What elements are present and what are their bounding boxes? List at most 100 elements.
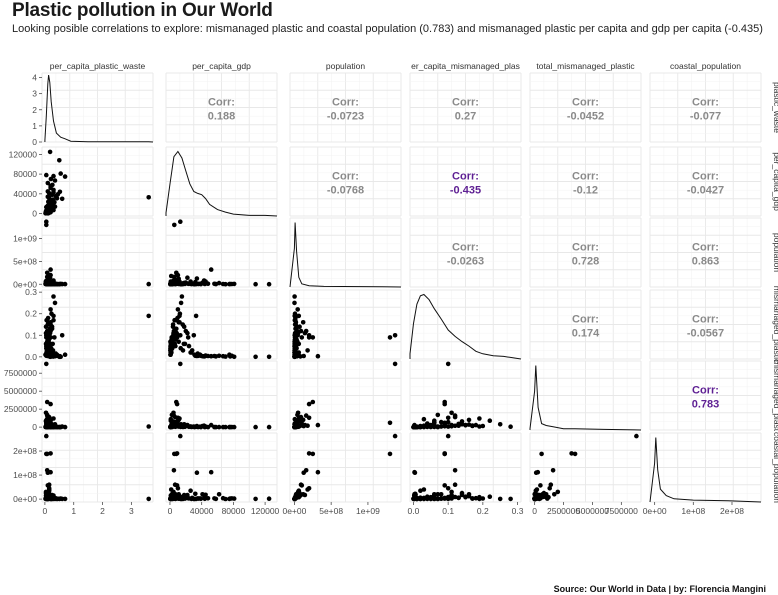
corr-value: 0.27 xyxy=(455,111,476,123)
scatter-point xyxy=(174,399,179,405)
scatter-point xyxy=(227,281,232,287)
scatter-point xyxy=(193,491,198,497)
corr-label: Corr: xyxy=(572,242,599,254)
scatter-point xyxy=(418,488,423,494)
scatter-point xyxy=(47,149,53,155)
scatter-point xyxy=(545,496,550,501)
scatter-point xyxy=(435,424,441,429)
panel-coastal-plastic_waste xyxy=(41,432,154,503)
scatter-point xyxy=(49,350,55,355)
scatter-point xyxy=(44,219,49,224)
corr-label: Corr: xyxy=(572,97,599,109)
scatter-point xyxy=(297,324,302,330)
scatter-point xyxy=(292,311,298,317)
y-tick-label-mismanaged_pc: 0.2 xyxy=(25,309,37,319)
panel-plastic_waste-mismanaged_total: Corr: -0.0452 xyxy=(529,72,642,143)
scatter-point xyxy=(392,433,398,439)
scatter-point xyxy=(44,423,49,428)
scatter-point xyxy=(177,496,183,501)
x-tick-label-mismanaged_pc: 0.2 xyxy=(477,506,489,516)
scatter-point xyxy=(438,419,444,425)
scatter-point xyxy=(213,281,219,287)
top-strip-population xyxy=(290,60,401,72)
x-tick-label-plastic_waste: 3 xyxy=(129,506,134,516)
scatter-point xyxy=(253,424,258,430)
corr-value: 0.188 xyxy=(208,111,236,123)
panel-gdp-gdp xyxy=(165,146,278,217)
scatter-point xyxy=(421,424,427,430)
scatter-point xyxy=(306,335,312,340)
scatter-point xyxy=(435,496,441,502)
scatter-point xyxy=(425,424,430,430)
corr-value: -0.0263 xyxy=(447,256,484,268)
scatter-point xyxy=(46,335,52,340)
scatter-point xyxy=(487,418,493,424)
scatter-point xyxy=(477,424,482,429)
scatter-point xyxy=(445,433,451,439)
scatter-point xyxy=(171,468,177,473)
scatter-point xyxy=(253,281,258,287)
panel-mismanaged_pc-plastic_waste xyxy=(41,289,154,360)
scatter-point xyxy=(412,491,418,497)
scatter-point xyxy=(449,410,454,416)
scatter-point xyxy=(548,482,554,488)
scatter-point xyxy=(49,197,55,203)
scatter-point xyxy=(59,333,65,338)
x-tick-label-mismanaged_total: 5000000 xyxy=(576,506,609,516)
scatter-point xyxy=(449,489,454,495)
scatter-point xyxy=(315,353,321,359)
scatter-point xyxy=(172,222,177,228)
scatter-point xyxy=(50,182,55,188)
scatter-point xyxy=(172,496,177,501)
panel-population-coastal: Corr: 0.863 xyxy=(649,217,762,288)
scatter-point xyxy=(253,496,258,502)
scatter-point xyxy=(300,492,306,497)
scatter-point xyxy=(48,267,53,272)
right-strip-label-gdp: per_capita_gdp xyxy=(772,152,778,211)
scatter-point xyxy=(297,490,302,496)
scatter-point xyxy=(534,487,540,492)
panel-population-gdp xyxy=(165,217,278,288)
scatter-point xyxy=(292,322,298,327)
scatter-point xyxy=(466,417,472,423)
scatter-point xyxy=(57,158,62,163)
scatter-point xyxy=(428,424,434,430)
scatter-point xyxy=(555,489,561,495)
scatter-point xyxy=(58,171,63,176)
scatter-point xyxy=(452,423,458,429)
top-strip-label-plastic_waste: per_capita_plastic_waste xyxy=(50,61,146,71)
scatter-point xyxy=(463,422,468,428)
scatter-point xyxy=(508,496,513,502)
scatter-point xyxy=(44,496,49,501)
scatter-point xyxy=(57,424,63,430)
corr-value: -0.077 xyxy=(690,111,721,123)
scatter-point xyxy=(177,281,183,287)
x-tick-label-plastic_waste: 2 xyxy=(100,506,105,516)
scatter-point xyxy=(213,424,219,430)
scatter-point xyxy=(44,172,49,178)
scatter-point xyxy=(449,424,454,429)
y-tick-label-mismanaged_total: 7500000 xyxy=(4,368,37,378)
scatter-point xyxy=(303,413,309,418)
scatter-point xyxy=(177,423,183,429)
scatter-point xyxy=(216,492,222,497)
panel-coastal-gdp xyxy=(165,432,278,503)
scatter-point xyxy=(387,451,393,457)
scatter-point xyxy=(188,488,193,494)
right-strip-label-coastal: coastal_population xyxy=(772,432,778,503)
scatter-point xyxy=(194,470,200,476)
scatter-point xyxy=(305,348,310,353)
scatter-point xyxy=(435,412,441,418)
scatter-point xyxy=(387,420,393,426)
scatter-point xyxy=(306,401,312,407)
panel-mismanaged_pc-mismanaged_total: Corr: 0.174 xyxy=(529,289,642,360)
scatter-point xyxy=(172,451,177,457)
panel-gdp-mismanaged_pc: Corr: -0.435 xyxy=(409,146,522,217)
scatter-point xyxy=(44,399,50,405)
panel-mismanaged_total-coastal: Corr: 0.783 xyxy=(649,360,762,431)
y-tick-label-population: 5e+08 xyxy=(13,256,37,266)
scatter-point xyxy=(445,486,451,491)
scatter-point xyxy=(205,353,211,359)
scatter-point xyxy=(538,483,543,488)
scatter-point xyxy=(411,424,417,430)
